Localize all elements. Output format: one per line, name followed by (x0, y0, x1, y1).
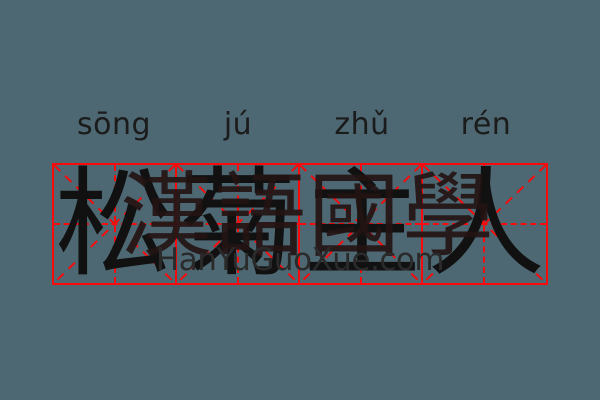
grid-cell-2 (176, 164, 300, 284)
diagonal-guides-icon (299, 164, 422, 284)
pinyin-sōng: sōng (76, 107, 152, 142)
diagonal-guides-icon (176, 164, 299, 284)
grid-cell-1 (53, 164, 177, 284)
practice-grid (52, 163, 548, 285)
pinyin-jú: jú (223, 107, 253, 142)
grid-cell-4 (422, 164, 547, 284)
pinyin-rén: rén (460, 107, 512, 142)
pinyin-row: sōng jú zhǔ rén (52, 103, 548, 147)
diagonal-guides-icon (422, 164, 547, 284)
grid-cell-3 (299, 164, 423, 284)
pinyin-zhǔ: zhǔ (334, 107, 390, 142)
diagonal-guides-icon (53, 164, 176, 284)
